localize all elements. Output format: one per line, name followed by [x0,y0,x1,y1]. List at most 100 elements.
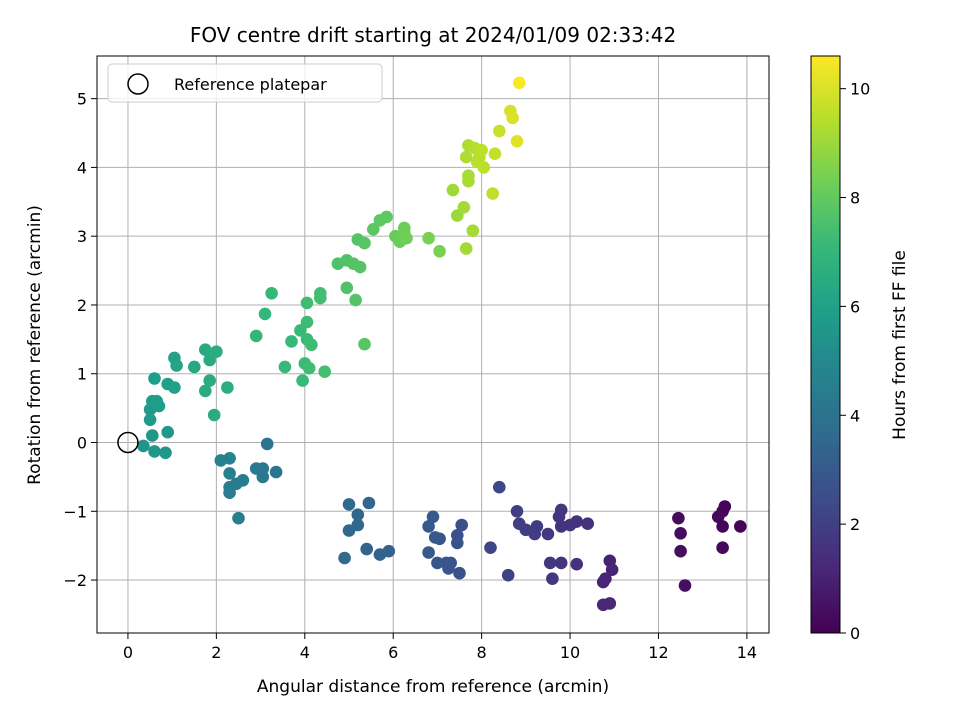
data-point [278,360,292,374]
data-point [475,143,488,157]
data-point [269,465,283,479]
y-tick-label: 0 [77,434,87,453]
data-point [210,345,223,359]
y-axis-label: Rotation from reference (arcmin) [25,205,45,485]
x-tick-label: 8 [477,643,487,662]
colorbar-tick-label: 10 [850,80,870,99]
x-axis-label: Angular distance from reference (arcmin) [257,677,609,697]
data-point [367,223,380,236]
data-point [428,531,442,544]
data-point [285,335,298,348]
data-point [501,568,515,582]
data-point [199,384,212,398]
data-point [342,498,356,511]
x-tick-label: 10 [560,643,580,662]
data-point [148,372,161,385]
colorbar-gradient [810,55,841,634]
data-point [451,536,464,550]
y-axis-ticks: −2 −1 0 1 2 3 4 5 [63,90,97,590]
legend-marker [127,73,149,95]
data-point [422,520,435,533]
data-point [353,260,367,274]
data-point [223,486,236,500]
data-point [188,360,201,374]
data-point [433,245,446,258]
data-point [300,296,314,310]
data-point [207,408,221,422]
data-point [199,343,212,357]
x-tick-label: 14 [737,643,757,662]
data-point [605,563,619,576]
plot-area [96,55,770,634]
x-axis-ticks: 0 2 4 6 8 10 12 14 [123,633,757,662]
data-point [168,381,181,394]
data-point [148,445,161,458]
data-point [358,236,371,250]
data-point [484,541,497,554]
data-point [510,505,524,518]
data-point [506,111,519,125]
data-point [358,337,371,351]
data-point [444,556,458,570]
x-tick-label: 0 [123,643,133,662]
data-point [486,187,500,200]
data-point [477,161,491,174]
data-point [554,503,568,517]
data-point [554,520,568,533]
legend-label: Reference platepar [174,75,327,94]
data-point [541,527,555,541]
data-point [459,150,473,164]
x-tick-label: 6 [388,643,398,662]
colorbar-tick-label: 8 [850,189,860,208]
y-tick-label: −2 [63,571,87,590]
chart-title: FOV centre drift starting at 2024/01/09 … [190,23,676,47]
x-tick-label: 12 [648,643,668,662]
y-tick-label: 2 [77,296,87,315]
data-point [678,579,692,592]
data-point [512,76,526,90]
y-tick-label: 1 [77,365,87,384]
y-tick-label: 4 [77,158,87,177]
data-point [351,508,365,521]
data-point [510,135,524,148]
data-point [453,566,466,580]
legend: Reference platepar [107,63,383,103]
colorbar-tick-label: 6 [850,297,860,316]
data-point [232,511,245,525]
data-point [672,511,685,525]
reference-point [117,431,139,454]
data-point [674,544,687,558]
colorbar-label: Hours from first FF file [890,250,910,440]
x-tick-label: 2 [211,643,221,662]
data-point [265,287,278,300]
data-point [223,467,236,480]
data-point [152,399,166,413]
data-point [137,439,150,453]
grid-lines [97,56,769,633]
x-tick-label: 4 [300,643,310,662]
data-point [360,542,374,556]
y-tick-label: 5 [77,90,87,109]
data-point [570,557,583,571]
data-point [302,361,316,375]
data-point [674,527,687,540]
data-point [581,517,594,530]
data-point [426,510,440,524]
data-point [380,210,393,224]
data-point [340,281,354,295]
data-point [349,293,362,307]
data-point [493,124,506,138]
data-point [146,429,159,442]
legend-box [107,63,383,103]
colorbar-tick-label: 2 [850,515,860,534]
data-point [221,381,234,394]
data-point [203,374,216,387]
data-point [296,374,309,387]
data-point [466,224,480,237]
data-point [143,413,157,427]
data-point [161,425,174,439]
data-point [488,147,502,160]
data-point [512,517,526,530]
colorbar: 0 2 4 6 8 10 Hours from first FF file [810,55,910,643]
